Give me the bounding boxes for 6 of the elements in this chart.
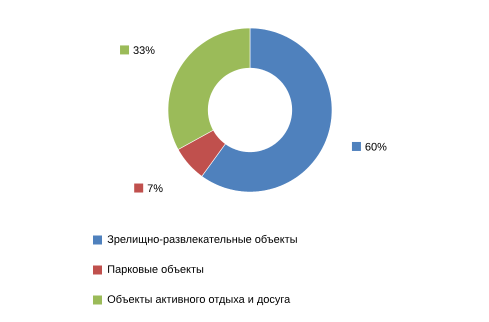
data-label: 7% bbox=[148, 184, 163, 192]
legend-label: Объекты активного отдыха и досуга bbox=[108, 294, 290, 306]
legend-label: Зрелищно-развлекательные объекты bbox=[108, 234, 297, 246]
data-label: 33% bbox=[133, 46, 155, 54]
legend-label: Парковые объекты bbox=[108, 264, 204, 276]
data-label: 60% bbox=[366, 142, 386, 151]
